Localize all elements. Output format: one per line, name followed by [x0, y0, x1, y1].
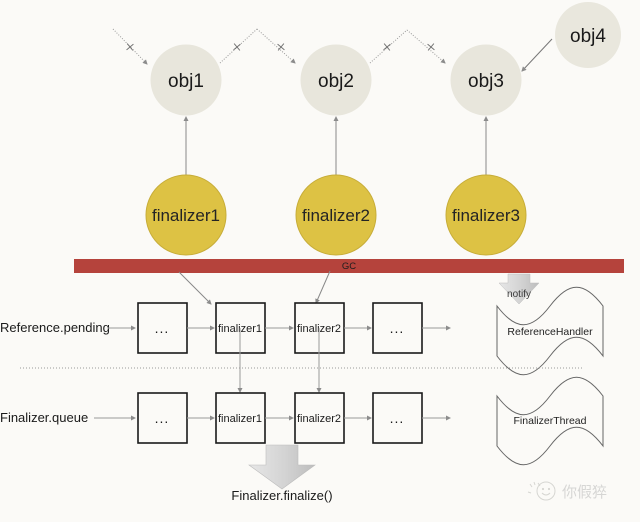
svg-text:你假猝: 你假猝 [562, 484, 607, 501]
svg-text:finalizer1: finalizer1 [218, 413, 262, 425]
svg-text:finalizer3: finalizer3 [452, 206, 520, 225]
svg-text:finalizer1: finalizer1 [152, 206, 220, 225]
svg-text:...: ... [390, 320, 405, 336]
svg-text:Finalizer.finalize(): Finalizer.finalize() [231, 488, 332, 503]
svg-text:...: ... [390, 410, 405, 426]
svg-text:finalizer2: finalizer2 [297, 413, 341, 425]
svg-text:obj1: obj1 [168, 71, 204, 92]
svg-text:...: ... [155, 320, 170, 336]
svg-text:GC: GC [342, 261, 356, 272]
svg-text:notify: notify [507, 289, 531, 300]
svg-text:...: ... [155, 410, 170, 426]
svg-text:Reference.pending: Reference.pending [0, 320, 110, 335]
svg-text:obj2: obj2 [318, 71, 354, 92]
svg-text:Finalizer.queue: Finalizer.queue [0, 410, 88, 425]
svg-text:obj4: obj4 [570, 26, 606, 47]
svg-text:FinalizerThread: FinalizerThread [514, 415, 587, 427]
svg-text:finalizer2: finalizer2 [302, 206, 370, 225]
svg-text:obj3: obj3 [468, 71, 504, 92]
svg-text:ReferenceHandler: ReferenceHandler [507, 326, 593, 338]
